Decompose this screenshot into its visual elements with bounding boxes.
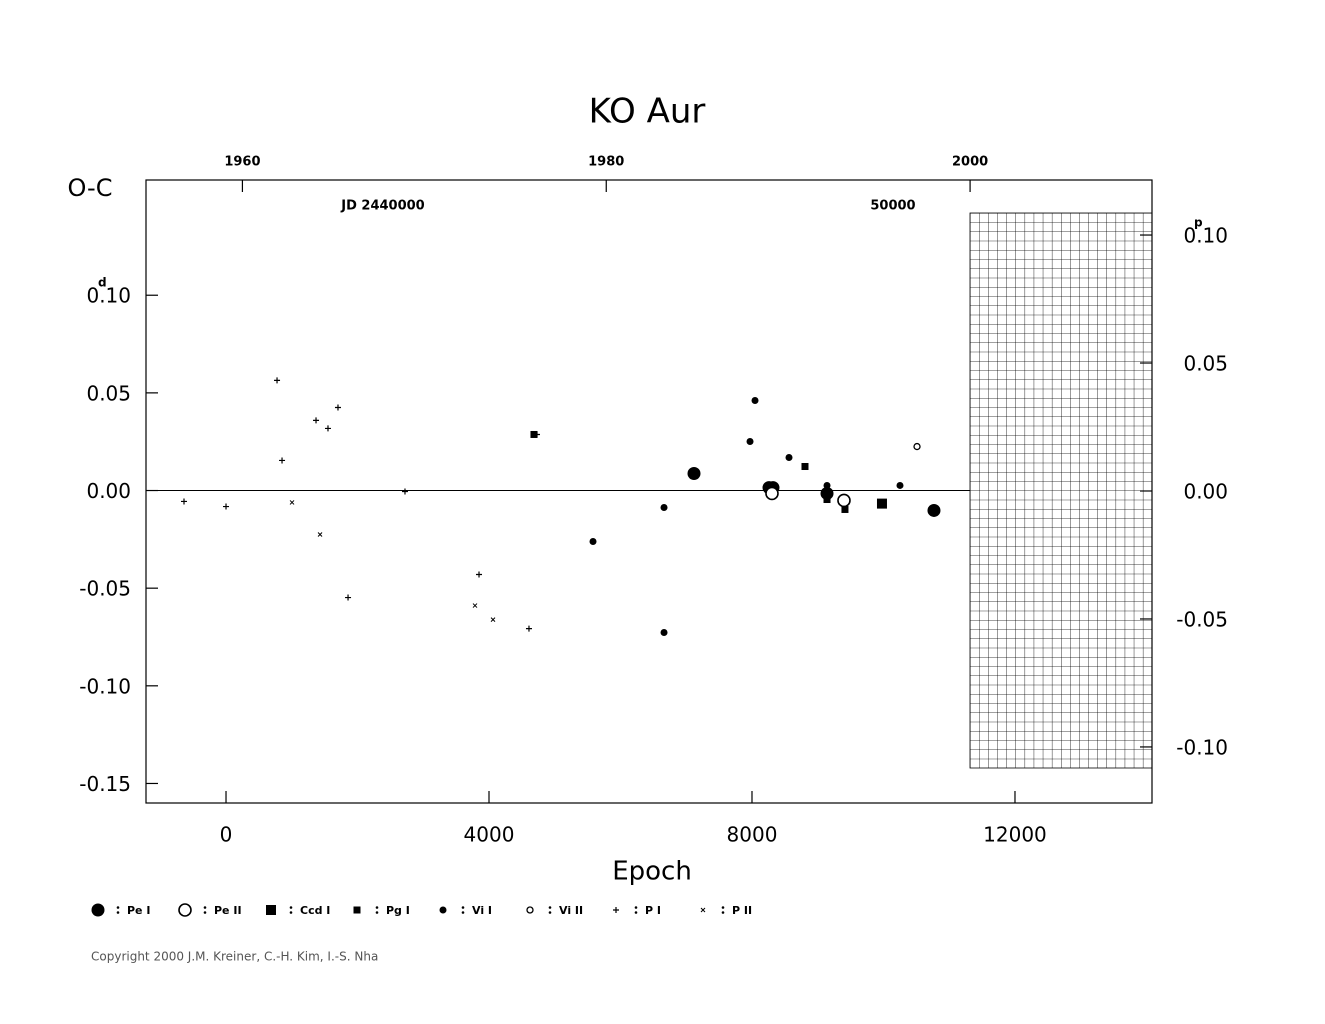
y-tick-label: 0.10 (86, 284, 131, 308)
point (490, 617, 496, 622)
chart-title: KO Aur (589, 92, 706, 132)
legend-separator (721, 906, 725, 909)
legend-separator (461, 911, 465, 914)
annotation: JD 2440000 (340, 199, 424, 214)
legend-separator (203, 911, 207, 914)
legend-label: Pe I (127, 904, 150, 917)
point (876, 498, 887, 509)
legend-separator (634, 906, 638, 909)
point (746, 438, 754, 446)
point (751, 396, 759, 404)
top-x-tick-label: 2000 (952, 155, 988, 170)
point (324, 425, 331, 432)
legend-separator (375, 911, 379, 914)
x-tick-label: 8000 (727, 823, 778, 847)
point (181, 498, 188, 505)
legend-separator (461, 906, 465, 909)
y2-tick-label: 0.00 (1183, 479, 1228, 503)
legend-label: Vi II (559, 904, 583, 917)
point (279, 457, 286, 464)
copyright: Copyright 2000 J.M. Kreiner, C.-H. Kim, … (91, 950, 378, 964)
legend-label: Vi I (472, 904, 492, 917)
point (334, 404, 341, 411)
x-tick-label: 12000 (983, 823, 1047, 847)
point (913, 442, 921, 451)
point (801, 463, 809, 471)
legend-separator (289, 906, 293, 909)
point (927, 503, 941, 517)
y-tick-label: -0.10 (79, 674, 131, 698)
legend-marker (266, 905, 276, 915)
point (223, 503, 230, 510)
y-tick-label: 0.00 (86, 479, 131, 503)
y2-tick-label: -0.10 (1176, 735, 1228, 759)
x-tick-label: 0 (220, 823, 233, 847)
point (313, 417, 320, 424)
point (401, 488, 408, 495)
y2-tick-label: 0.10 (1183, 224, 1228, 248)
point (345, 594, 352, 601)
y2-tick-label: 0.05 (1183, 352, 1228, 376)
legend-separator (203, 906, 207, 909)
point (589, 537, 597, 545)
legend-label: Pg I (386, 904, 410, 917)
legend-marker (178, 903, 192, 917)
point (687, 467, 701, 481)
point (785, 454, 793, 462)
hatched-region (969, 212, 1153, 769)
y-tick-label: -0.05 (79, 577, 131, 601)
legend-separator (721, 911, 725, 914)
legend-separator (375, 906, 379, 909)
point (317, 532, 323, 537)
legend-separator (548, 911, 552, 914)
point (289, 500, 295, 505)
legend-marker (353, 906, 361, 914)
x-tick-label: 4000 (464, 823, 515, 847)
point (660, 504, 668, 512)
y2-tick-label: -0.05 (1176, 607, 1228, 631)
x-axis-label: Epoch (612, 857, 692, 887)
top-x-tick-label: 1980 (588, 155, 624, 170)
y2-unit: p (1194, 216, 1203, 230)
legend-label: P I (645, 904, 661, 917)
point (525, 625, 532, 632)
legend-separator (116, 911, 120, 914)
y-tick-label: -0.15 (79, 772, 131, 796)
point (823, 481, 831, 489)
legend-separator (548, 906, 552, 909)
point (533, 431, 540, 438)
legend-marker (91, 903, 105, 917)
legend-separator (289, 911, 293, 914)
legend-marker (700, 907, 706, 913)
point (274, 377, 281, 384)
point (472, 603, 478, 608)
annotation: 50000 (870, 199, 915, 214)
legend-label: P II (732, 904, 752, 917)
legend-label: Pe II (214, 904, 242, 917)
point (896, 481, 904, 489)
y-axis-label: O-C (68, 174, 113, 202)
legend-label: Ccd I (300, 904, 330, 917)
point (660, 629, 668, 637)
legend-separator (116, 906, 120, 909)
point (823, 496, 831, 504)
y-unit: d (98, 276, 107, 290)
legend-separator (634, 911, 638, 914)
y-tick-label: 0.05 (86, 381, 131, 405)
point (841, 505, 849, 513)
point (765, 486, 779, 501)
point (530, 430, 538, 438)
top-x-tick-label: 1960 (224, 155, 260, 170)
legend-marker (526, 906, 534, 914)
legend-marker (613, 907, 619, 913)
legend-marker (439, 906, 447, 914)
point (837, 493, 851, 508)
point (476, 571, 483, 578)
